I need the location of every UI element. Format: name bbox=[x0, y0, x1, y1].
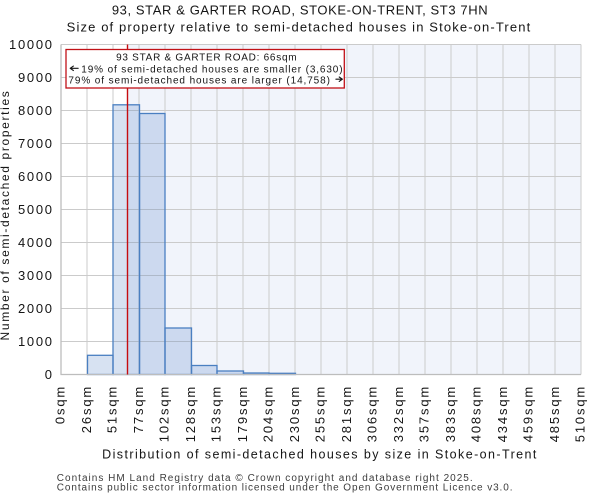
svg-text:255sqm: 255sqm bbox=[313, 385, 328, 442]
svg-text:8000: 8000 bbox=[18, 103, 54, 118]
svg-text:26sqm: 26sqm bbox=[79, 385, 94, 433]
svg-text:79% of semi-detached houses ar: 79% of semi-detached houses are larger (… bbox=[68, 75, 330, 86]
svg-text:332sqm: 332sqm bbox=[391, 385, 406, 442]
svg-text:Distribution of semi-detached: Distribution of semi-detached houses by … bbox=[102, 448, 538, 462]
svg-text:Contains public sector informa: Contains public sector information licen… bbox=[57, 483, 514, 494]
svg-text:459sqm: 459sqm bbox=[521, 385, 536, 442]
svg-text:10000: 10000 bbox=[9, 37, 54, 52]
svg-text:77sqm: 77sqm bbox=[131, 385, 146, 433]
svg-text:357sqm: 357sqm bbox=[417, 385, 432, 442]
svg-text:Contains HM Land Registry data: Contains HM Land Registry data © Crown c… bbox=[57, 473, 474, 484]
svg-text:179sqm: 179sqm bbox=[235, 385, 250, 442]
svg-text:93 STAR & GARTER ROAD: 66sqm: 93 STAR & GARTER ROAD: 66sqm bbox=[116, 53, 297, 64]
svg-text:128sqm: 128sqm bbox=[183, 385, 198, 442]
svg-text:1000: 1000 bbox=[18, 334, 54, 349]
svg-text:9000: 9000 bbox=[18, 70, 54, 85]
svg-text:281sqm: 281sqm bbox=[339, 385, 354, 442]
svg-text:510sqm: 510sqm bbox=[573, 385, 588, 442]
svg-text:5000: 5000 bbox=[18, 202, 54, 217]
svg-text:0: 0 bbox=[45, 367, 54, 382]
svg-text:230sqm: 230sqm bbox=[287, 385, 302, 442]
svg-text:7000: 7000 bbox=[18, 136, 54, 151]
svg-text:306sqm: 306sqm bbox=[365, 385, 380, 442]
svg-text:153sqm: 153sqm bbox=[209, 385, 224, 442]
svg-text:6000: 6000 bbox=[18, 169, 54, 184]
svg-text:485sqm: 485sqm bbox=[547, 385, 562, 442]
svg-text:51sqm: 51sqm bbox=[105, 385, 120, 433]
svg-text:434sqm: 434sqm bbox=[495, 385, 510, 442]
svg-text:204sqm: 204sqm bbox=[261, 385, 276, 442]
svg-text:102sqm: 102sqm bbox=[157, 385, 172, 442]
svg-text:4000: 4000 bbox=[18, 235, 54, 250]
svg-text:3000: 3000 bbox=[18, 268, 54, 283]
svg-text:Size of property relative to s: Size of property relative to semi-detach… bbox=[67, 19, 532, 34]
svg-text:2000: 2000 bbox=[18, 301, 54, 316]
svg-text:0sqm: 0sqm bbox=[53, 385, 68, 424]
svg-text:383sqm: 383sqm bbox=[443, 385, 458, 442]
svg-text:93, STAR & GARTER ROAD, STOKE-: 93, STAR & GARTER ROAD, STOKE-ON-TRENT, … bbox=[112, 3, 488, 18]
svg-text:Number of semi-detached proper: Number of semi-detached properties bbox=[0, 90, 12, 341]
svg-text:19% of semi-detached houses ar: 19% of semi-detached houses are smaller … bbox=[81, 64, 343, 75]
svg-text:408sqm: 408sqm bbox=[469, 385, 484, 442]
